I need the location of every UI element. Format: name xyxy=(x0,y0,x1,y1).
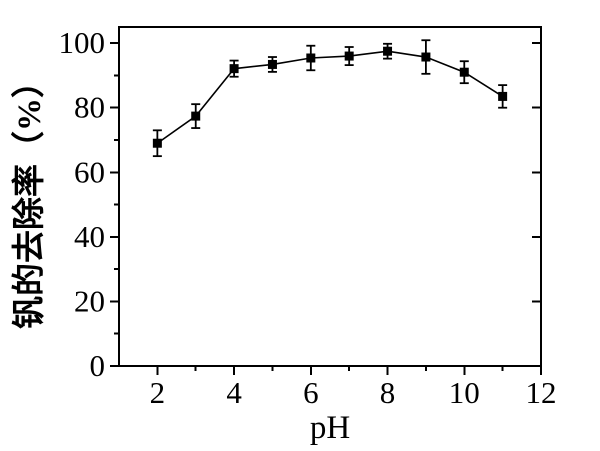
plot-border xyxy=(118,26,542,367)
data-point xyxy=(191,111,201,121)
data-point xyxy=(383,46,393,56)
x-tick-label: 4 xyxy=(226,375,242,410)
y-tick-label: 80 xyxy=(74,90,105,125)
data-points xyxy=(152,46,508,148)
data-point xyxy=(152,138,162,148)
y-tick-label: 0 xyxy=(90,348,106,383)
data-point xyxy=(421,52,431,62)
x-tick-label: 10 xyxy=(449,375,480,410)
y-tick-label: 20 xyxy=(74,283,105,318)
y-axis-title: 钒的去除率（%） xyxy=(10,65,48,329)
data-point xyxy=(344,51,354,61)
data-point xyxy=(267,59,277,69)
y-tick-label: 60 xyxy=(74,154,105,189)
data-point xyxy=(306,53,316,63)
y-tick-label: 100 xyxy=(59,25,106,60)
data-point xyxy=(229,64,239,74)
x-tick-label: 12 xyxy=(526,375,557,410)
x-tick-label: 8 xyxy=(380,375,396,410)
data-line xyxy=(156,50,504,144)
axis-ticks xyxy=(110,42,542,375)
data-point xyxy=(498,91,508,101)
tick-labels: 2 4 6 8 10 12 0 20 40 60 80 100 xyxy=(59,25,557,410)
x-tick-label: 6 xyxy=(303,375,319,410)
data-point xyxy=(459,67,469,77)
x-axis-title: pH xyxy=(310,410,350,446)
y-tick-label: 40 xyxy=(74,219,105,254)
x-tick-label: 2 xyxy=(150,375,166,410)
